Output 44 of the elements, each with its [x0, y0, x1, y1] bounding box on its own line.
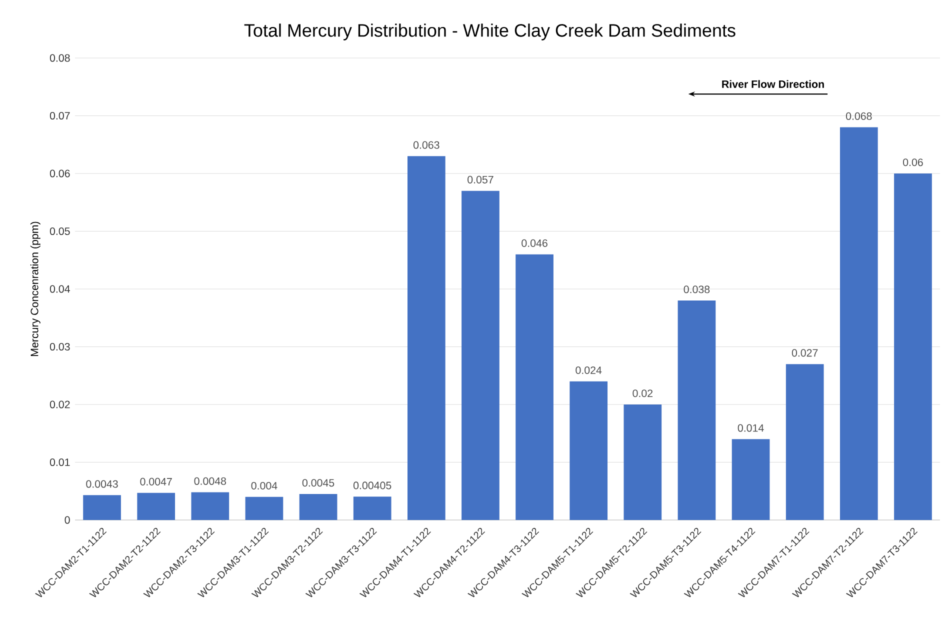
data-label: 0.0047	[140, 478, 172, 486]
data-label: 0.0048	[194, 477, 226, 485]
data-label: 0.038	[684, 286, 710, 294]
chart-title: Total Mercury Distribution - White Clay Creek Dam Sediments	[244, 24, 736, 40]
data-label: 0.0045	[302, 479, 334, 487]
bar	[570, 381, 608, 520]
bar	[83, 495, 121, 520]
data-label: 0.06	[903, 158, 923, 166]
bar	[840, 127, 878, 520]
bar	[191, 492, 230, 520]
data-label: 0.004	[251, 482, 278, 490]
bar	[786, 364, 824, 520]
bar	[678, 300, 716, 520]
y-tick-label: 0.01	[50, 458, 70, 466]
bar	[299, 494, 338, 520]
bar	[462, 190, 500, 520]
y-tick-label: 0.02	[50, 400, 70, 408]
data-label: 0.057	[468, 176, 494, 184]
y-axis-title: Mercury Concenration (ppm)	[30, 222, 40, 356]
y-tick-label: 0.06	[50, 170, 70, 178]
bar	[894, 174, 932, 520]
data-label: 0.014	[738, 424, 764, 432]
bar	[137, 492, 176, 520]
data-label: 0.027	[792, 349, 818, 357]
y-tick-label: 0.05	[50, 227, 70, 236]
data-label: 0.0043	[86, 480, 118, 488]
data-label: 0.00405	[353, 482, 392, 490]
bar	[353, 496, 392, 520]
bar	[624, 404, 662, 520]
bar	[516, 254, 554, 520]
y-tick-label: 0.07	[50, 112, 70, 120]
bar	[732, 439, 770, 520]
data-label: 0.063	[413, 141, 440, 149]
y-tick-label: 0.08	[50, 54, 70, 62]
y-tick-label: 0.04	[50, 285, 70, 293]
bar	[407, 156, 446, 520]
y-tick-label: 0.03	[50, 342, 70, 351]
data-label: 0.068	[846, 112, 872, 120]
annotation: River Flow Direction	[722, 80, 824, 88]
data-label: 0.024	[576, 366, 602, 374]
data-label: 0.046	[522, 239, 548, 247]
bar	[245, 496, 284, 520]
data-label: 0.02	[632, 390, 653, 398]
y-tick-label: 0	[64, 516, 70, 524]
